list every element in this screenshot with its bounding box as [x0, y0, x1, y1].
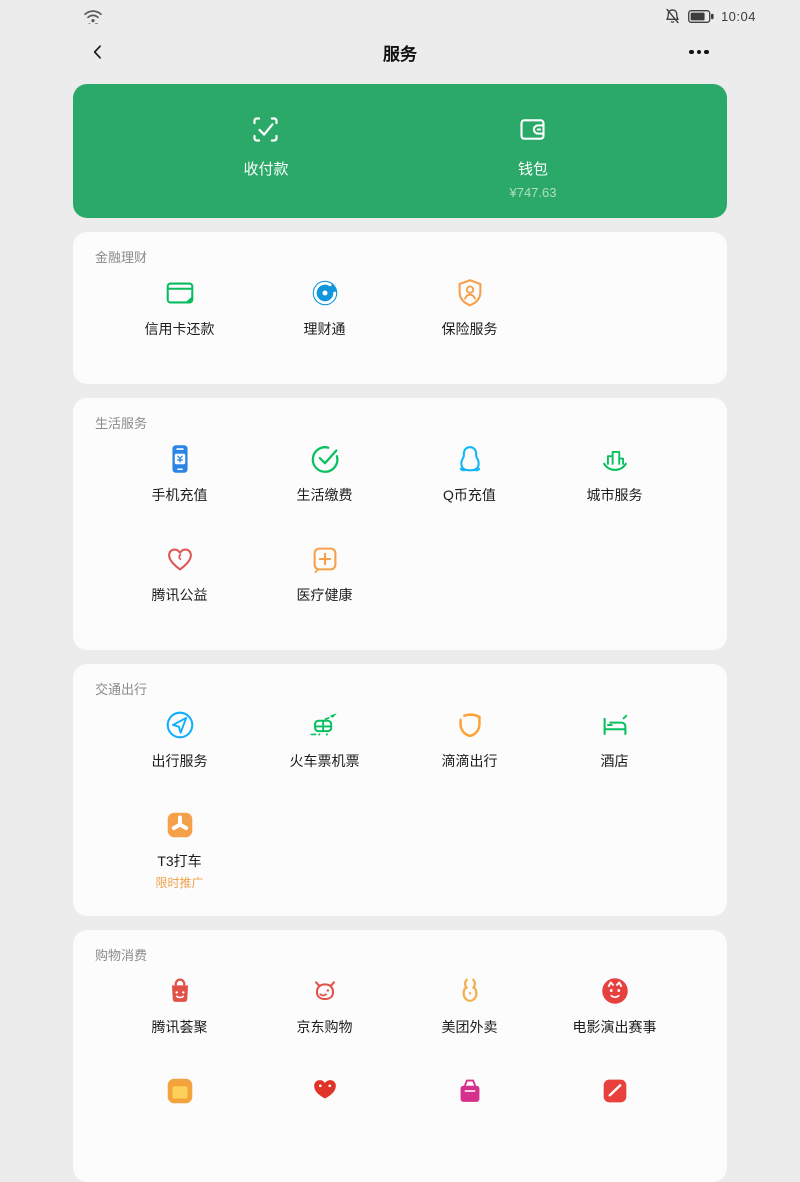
tencent-bag-icon — [163, 974, 197, 1008]
licaitong-icon — [308, 276, 342, 310]
wallet-card: 收付款 钱包 ¥747.63 — [73, 84, 727, 218]
money-label: 收付款 — [243, 161, 289, 178]
wallet-icon — [516, 112, 550, 146]
service-item-label: 京东购物 — [296, 1019, 353, 1035]
service-item-label: 生活缴费 — [296, 487, 353, 503]
service-item-label: 滴滴出行 — [441, 753, 498, 769]
battery-icon — [688, 9, 714, 23]
service-item-credit-card[interactable]: 信用卡还款 — [107, 276, 252, 376]
sections: 金融理财信用卡还款 理财通 保险服务生活服务手机充值 生活缴费 Q币充值 城市服务腾讯公益… — [0, 232, 800, 1182]
credit-card-icon — [163, 276, 197, 310]
medical-icon — [308, 542, 342, 576]
section-card-4: 购物消费腾讯荟聚 京东购物 美团外卖 电影演出赛事 — [73, 930, 727, 1182]
city-services-icon — [598, 442, 632, 476]
service-grid: 信用卡还款 理财通 保险服务 — [73, 264, 727, 384]
orange-app-icon — [163, 1074, 197, 1108]
service-item-label: 酒店 — [600, 753, 629, 769]
service-item-vip-bag[interactable] — [397, 1074, 542, 1174]
section-card-2: 生活服务手机充值 生活缴费 Q币充值 城市服务腾讯公益 医疗健康 — [73, 398, 727, 650]
service-item-label: 美团外卖 — [441, 1019, 498, 1035]
service-item-medical[interactable]: 医疗健康 — [252, 542, 397, 642]
service-item-label: T3打车 — [157, 853, 202, 869]
qcoin-icon — [453, 442, 487, 476]
service-item-pdd-hearts[interactable] — [252, 1074, 397, 1174]
nav-bar: 服务 — [0, 30, 800, 74]
page-title: 服务 — [383, 44, 417, 64]
wallet-button[interactable]: 钱包 ¥747.63 — [509, 112, 556, 218]
money-button[interactable]: 收付款 — [243, 112, 289, 218]
wifi-icon — [82, 7, 104, 25]
scan-pay-icon — [249, 112, 283, 146]
jd-dog-icon — [308, 974, 342, 1008]
service-item-meituan-rabbit[interactable]: 美团外卖 — [397, 974, 542, 1074]
service-item-label: 城市服务 — [586, 487, 643, 503]
life-payment-icon — [308, 442, 342, 476]
section-title: 金融理财 — [95, 250, 148, 265]
service-item-life-payment[interactable]: 生活缴费 — [252, 442, 397, 542]
maoyan-cat-icon — [598, 974, 632, 1008]
service-item-train-plane[interactable]: 火车票机票 — [252, 708, 397, 808]
service-item-label: 腾讯公益 — [151, 587, 208, 603]
charity-heart-icon — [163, 542, 197, 576]
service-item-maoyan-cat[interactable]: 电影演出赛事 — [542, 974, 687, 1074]
service-item-city-services[interactable]: 城市服务 — [542, 442, 687, 542]
section-title: 购物消费 — [95, 948, 148, 963]
service-item-label: 手机充值 — [151, 487, 208, 503]
section-card-1: 金融理财信用卡还款 理财通 保险服务 — [73, 232, 727, 384]
wallet-label: 钱包 — [517, 161, 548, 178]
red-app-icon — [598, 1074, 632, 1108]
service-grid: 手机充值 生活缴费 Q币充值 城市服务腾讯公益 医疗健康 — [73, 430, 727, 650]
hotel-bed-icon — [598, 708, 632, 742]
status-time: 10:04 — [720, 8, 756, 24]
service-item-red-app[interactable] — [542, 1074, 687, 1174]
service-item-label: Q币充值 — [443, 487, 496, 503]
section-title: 生活服务 — [95, 416, 148, 431]
service-item-licaitong[interactable]: 理财通 — [252, 276, 397, 376]
back-button[interactable] — [84, 38, 112, 66]
vip-bag-icon — [453, 1074, 487, 1108]
service-item-t3-logo[interactable]: T3打车限时推广 — [107, 808, 252, 908]
chevron-left-icon — [93, 45, 101, 59]
bell-muted-icon — [664, 8, 681, 25]
train-plane-icon — [308, 708, 342, 742]
service-item-label: 医疗健康 — [296, 587, 353, 603]
service-item-phone-recharge[interactable]: 手机充值 — [107, 442, 252, 542]
service-item-hotel-bed[interactable]: 酒店 — [542, 708, 687, 808]
service-item-label: 保险服务 — [441, 321, 498, 337]
service-item-label: 理财通 — [303, 321, 346, 337]
meituan-rabbit-icon — [453, 974, 487, 1008]
didi-shield-icon — [453, 708, 487, 742]
phone-recharge-icon — [163, 442, 197, 476]
service-item-tencent-bag[interactable]: 腾讯荟聚 — [107, 974, 252, 1074]
service-item-label: 腾讯荟聚 — [151, 1019, 208, 1035]
service-item-label: 出行服务 — [151, 753, 208, 769]
service-item-jd-dog[interactable]: 京东购物 — [252, 974, 397, 1074]
section-card-3: 交通出行出行服务 火车票机票 滴滴出行 酒店 T3打车限时推广 — [73, 664, 727, 916]
service-item-travel-compass[interactable]: 出行服务 — [107, 708, 252, 808]
promo-badge: 限时推广 — [155, 876, 204, 890]
service-item-qcoin[interactable]: Q币充值 — [397, 442, 542, 542]
wallet-balance: ¥747.63 — [509, 185, 557, 200]
service-item-orange-app[interactable] — [107, 1074, 252, 1174]
service-grid: 腾讯荟聚 京东购物 美团外卖 电影演出赛事 — [73, 962, 727, 1182]
insurance-icon — [453, 276, 487, 310]
travel-compass-icon — [163, 708, 197, 742]
service-item-didi-shield[interactable]: 滴滴出行 — [397, 708, 542, 808]
t3-logo-icon — [163, 808, 197, 842]
status-bar: 10:04 — [0, 0, 800, 30]
pdd-hearts-icon — [308, 1074, 342, 1108]
service-item-charity-heart[interactable]: 腾讯公益 — [107, 542, 252, 642]
service-item-label: 电影演出赛事 — [572, 1019, 657, 1035]
service-item-label: 火车票机票 — [289, 753, 360, 769]
service-item-label: 信用卡还款 — [144, 321, 215, 337]
service-item-insurance[interactable]: 保险服务 — [397, 276, 542, 376]
service-grid: 出行服务 火车票机票 滴滴出行 酒店 T3打车限时推广 — [73, 696, 727, 916]
more-button[interactable] — [684, 38, 714, 66]
section-title: 交通出行 — [95, 682, 148, 697]
